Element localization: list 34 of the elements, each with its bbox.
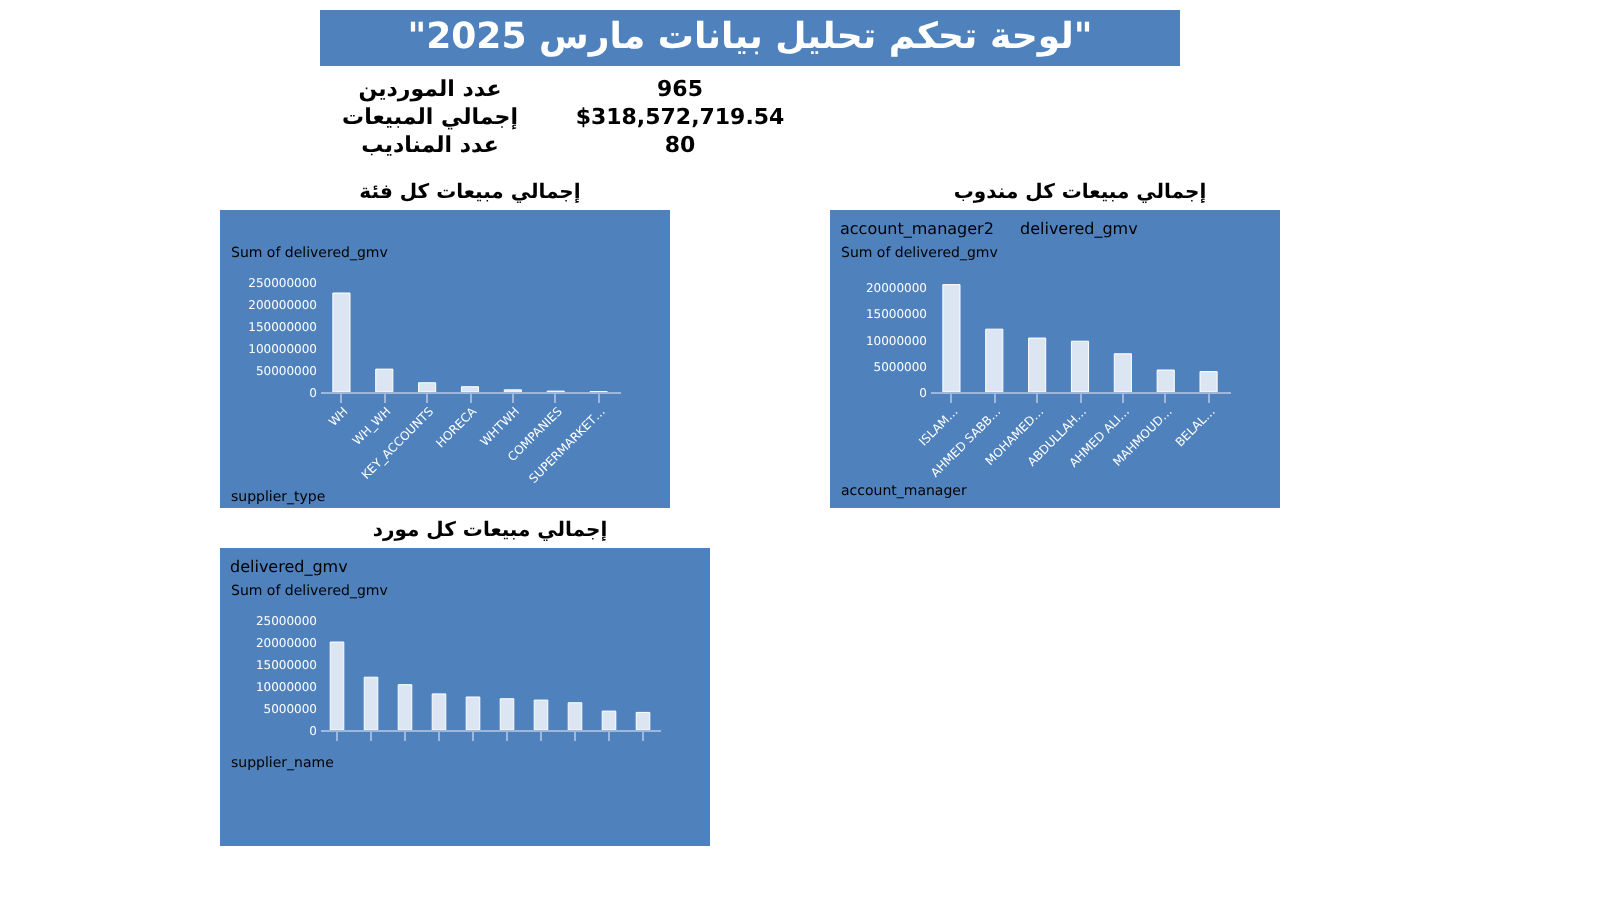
- text: account_manager2: [840, 220, 994, 238]
- text: عدد المناديب: [361, 132, 499, 158]
- chart-title: إجمالي مبيعات كل مورد: [372, 520, 608, 542]
- text: 965: [657, 76, 703, 102]
- bar: [567, 702, 583, 731]
- bar: [375, 368, 394, 393]
- text: عدد الموردين: [358, 76, 502, 102]
- text: delivered_gmv: [230, 558, 349, 576]
- text: "لوحة تحكم تحليل بيانات مارس 2025": [407, 16, 1093, 58]
- bar: [363, 676, 379, 731]
- chart-title: إجمالي مبيعات كل فئة: [359, 182, 581, 204]
- bar: [533, 699, 549, 731]
- bar: [635, 711, 651, 731]
- text: 80: [664, 132, 696, 158]
- bar: [1199, 371, 1218, 393]
- bar: [499, 698, 515, 731]
- bar: [418, 382, 437, 393]
- bar: [460, 386, 480, 393]
- bar: [397, 684, 413, 731]
- bar: [332, 292, 351, 393]
- text: $318,572,719.54: [575, 104, 786, 130]
- bar: [985, 328, 1004, 393]
- chart-title: إجمالي مبيعات كل مندوب: [953, 182, 1207, 204]
- bar: [1028, 337, 1047, 393]
- text: إجمالي المبيعات: [342, 104, 518, 130]
- bar: [329, 641, 345, 731]
- bar: [1113, 353, 1132, 393]
- bar: [465, 696, 481, 731]
- text: delivered_gmv: [1020, 220, 1139, 238]
- bar: [942, 284, 961, 393]
- bar: [1156, 369, 1175, 393]
- bar: [1070, 340, 1090, 393]
- bar: [601, 710, 617, 731]
- bar: [431, 693, 447, 731]
